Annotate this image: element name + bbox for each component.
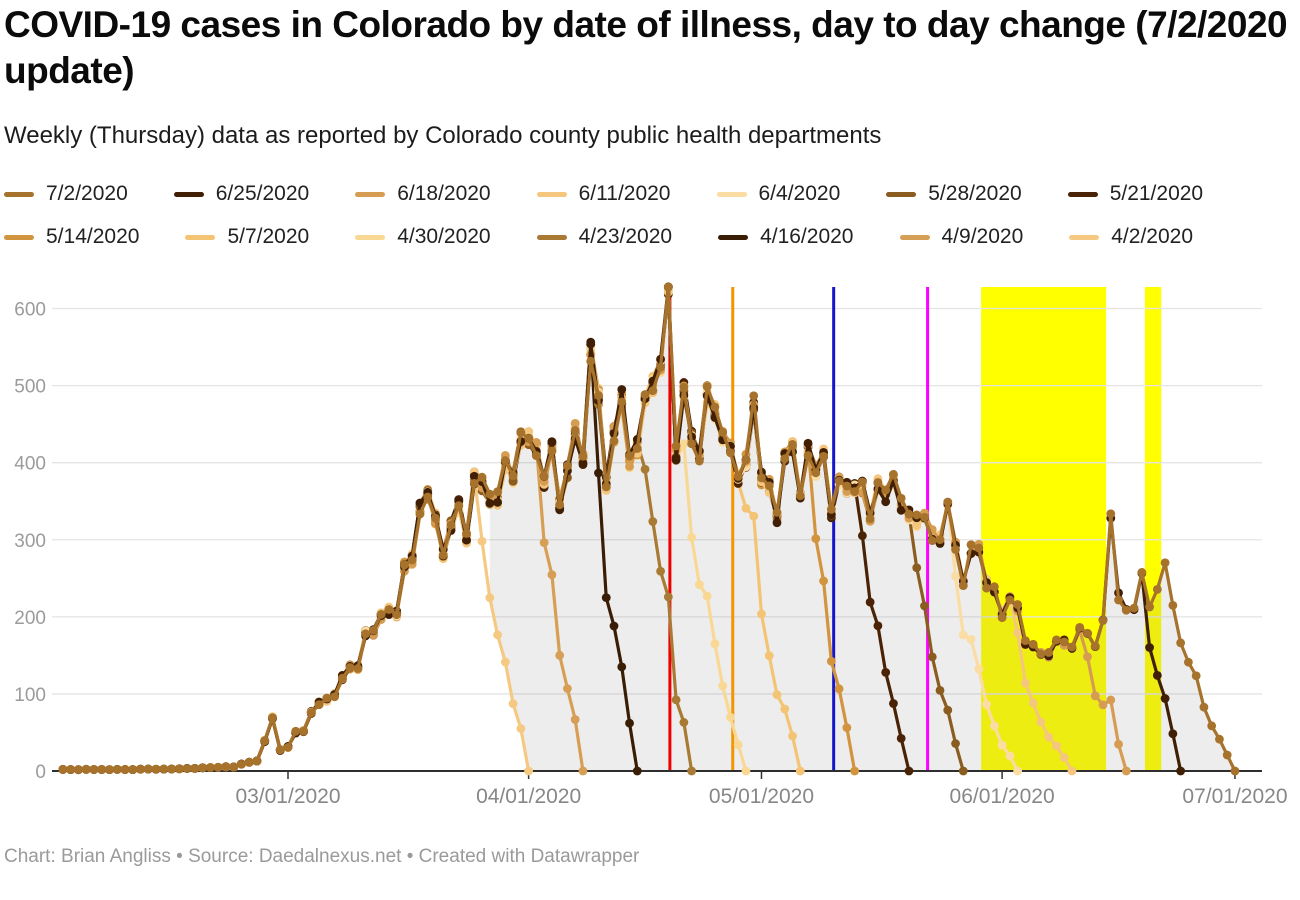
legend-swatch-icon xyxy=(886,191,917,197)
legend-item-6/4/2020[interactable]: 6/4/2020 xyxy=(716,182,841,206)
legend-swatch-icon xyxy=(185,234,216,240)
legend-label: 6/4/2020 xyxy=(758,182,841,205)
legend-label: 6/11/2020 xyxy=(578,182,671,205)
chart-subtitle: Weekly (Thursday) data as reported by Co… xyxy=(4,122,882,149)
highlight-bands xyxy=(981,287,1162,771)
legend-swatch-icon xyxy=(355,191,386,197)
legend-item-4/2/2020[interactable]: 4/2/2020 xyxy=(1069,225,1193,249)
x-tick-label: 03/01/2020 xyxy=(235,785,340,808)
legend-item-5/28/2020[interactable]: 5/28/2020 xyxy=(886,182,1022,206)
legend-row-1: 7/2/2020 6/25/2020 6/18/2020 6/11/2020 6/4/2… xyxy=(4,182,1296,206)
legend-label: 5/7/2020 xyxy=(227,225,310,248)
y-tick-label: 200 xyxy=(14,608,46,629)
legend-label: 5/14/2020 xyxy=(46,225,140,248)
y-tick-label: 300 xyxy=(14,531,46,552)
y-tick-label: 600 xyxy=(14,300,46,321)
legend-item-6/11/2020[interactable]: 6/11/2020 xyxy=(536,182,671,206)
legend-swatch-icon xyxy=(536,191,567,197)
legend-label: 6/18/2020 xyxy=(397,182,491,205)
legend-item-7/2/2020[interactable]: 7/2/2020 xyxy=(4,182,128,206)
x-tick-label: 05/01/2020 xyxy=(709,785,814,808)
legend-label: 6/25/2020 xyxy=(215,182,310,205)
legend-item-5/21/2020[interactable]: 5/21/2020 xyxy=(1067,182,1204,206)
legend-item-5/7/2020[interactable]: 5/7/2020 xyxy=(185,225,309,249)
legend-swatch-icon xyxy=(718,234,749,240)
legend-label: 4/9/2020 xyxy=(941,225,1024,248)
y-tick-label: 500 xyxy=(14,377,46,398)
chart-title: COVID-19 cases in Colorado by date of il… xyxy=(4,4,1288,92)
legend-label: 4/23/2020 xyxy=(578,225,673,248)
legend-swatch-icon xyxy=(355,234,386,240)
legend-swatch-icon xyxy=(536,234,567,240)
legend-item-6/25/2020[interactable]: 6/25/2020 xyxy=(173,182,310,206)
legend-label: 4/16/2020 xyxy=(760,225,854,248)
legend-item-4/16/2020[interactable]: 4/16/2020 xyxy=(718,225,854,249)
legend-item-4/9/2020[interactable]: 4/9/2020 xyxy=(899,225,1024,249)
legend-item-5/14/2020[interactable]: 5/14/2020 xyxy=(4,225,139,249)
legend-label: 7/2/2020 xyxy=(46,182,128,205)
legend-item-4/23/2020[interactable]: 4/23/2020 xyxy=(536,225,673,249)
x-tick-label: 04/01/2020 xyxy=(476,785,581,808)
legend-label: 5/21/2020 xyxy=(1109,182,1204,205)
legend-swatch-icon xyxy=(1067,191,1098,197)
legend-swatch-icon xyxy=(1069,234,1100,240)
legend-label: 4/30/2020 xyxy=(397,225,491,248)
legend-swatch-icon xyxy=(173,191,204,197)
y-tick-label: 400 xyxy=(14,454,46,475)
legend-item-6/18/2020[interactable]: 6/18/2020 xyxy=(355,182,491,206)
legend-label: 4/2/2020 xyxy=(1111,225,1193,248)
series-7/2/2020[interactable] xyxy=(58,282,1240,776)
legend-swatch-icon xyxy=(716,191,747,197)
x-axis: 03/01/2020 04/01/2020 05/01/2020 06/01/2020… xyxy=(52,770,1288,808)
legend-label: 5/28/2020 xyxy=(928,182,1022,205)
legend: 7/2/2020 6/25/2020 6/18/2020 6/11/2020 6/4/2… xyxy=(4,182,1296,249)
y-tick-label: 0 xyxy=(35,762,46,783)
legend-item-4/30/2020[interactable]: 4/30/2020 xyxy=(355,225,491,249)
gridlines: 0 100 200 300 400 500 600 xyxy=(14,300,1262,783)
legend-row-2: 5/14/2020 5/7/2020 4/30/2020 4/23/2020 4/16/… xyxy=(4,225,1296,249)
chart-credit: Chart: Brian Angliss • Source: Daedalnex… xyxy=(4,846,640,867)
series-lines xyxy=(58,282,1240,776)
y-tick-label: 100 xyxy=(14,685,46,706)
x-tick-label: 06/01/2020 xyxy=(950,785,1055,808)
legend-swatch-icon xyxy=(899,234,930,240)
legend-swatch-icon xyxy=(4,234,34,240)
x-tick-label: 07/01/2020 xyxy=(1182,785,1287,808)
legend-swatch-icon xyxy=(4,191,34,197)
